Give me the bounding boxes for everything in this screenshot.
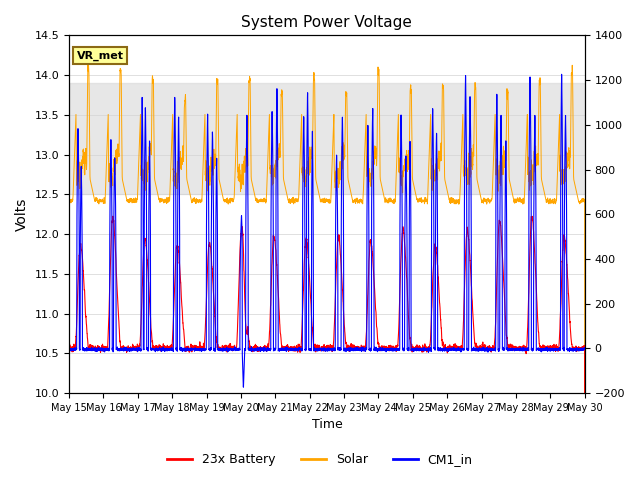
Title: System Power Voltage: System Power Voltage (241, 15, 412, 30)
Legend: 23x Battery, Solar, CM1_in: 23x Battery, Solar, CM1_in (163, 448, 477, 471)
X-axis label: Time: Time (312, 419, 342, 432)
Bar (69, 83, 585, 194)
Y-axis label: Volts: Volts (15, 198, 29, 231)
Text: VR_met: VR_met (77, 50, 124, 61)
